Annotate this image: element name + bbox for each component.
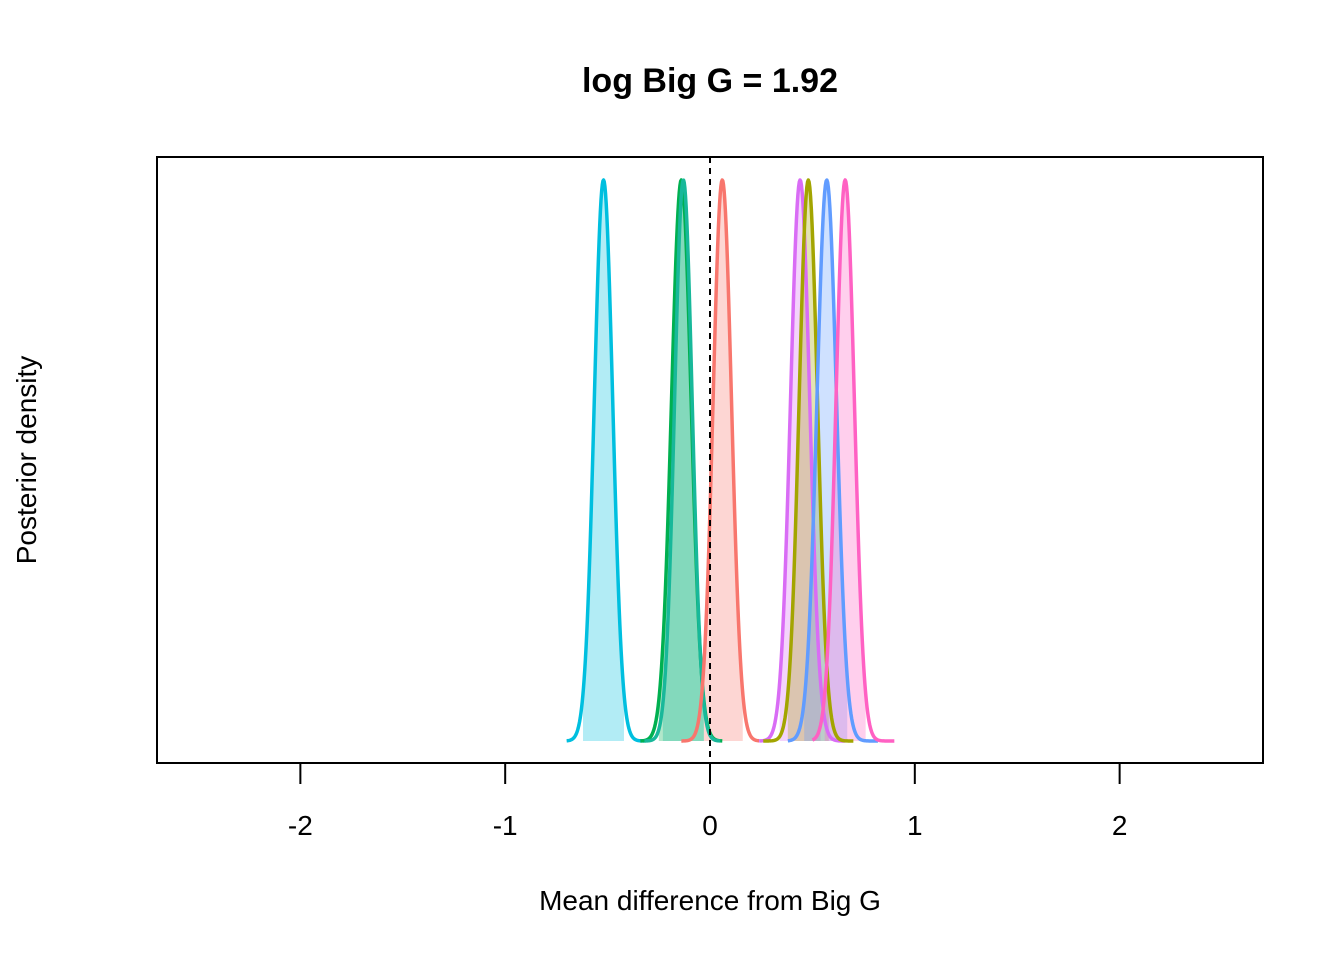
- x-tick-label-4: 1: [907, 810, 923, 841]
- density-fill-6: [787, 180, 829, 741]
- density-fill-3: [662, 180, 704, 741]
- x-axis: -2 -1 0 1 2: [288, 763, 1128, 841]
- x-tick-label-1: -2: [288, 810, 313, 841]
- density-curve-8: [811, 178, 896, 743]
- y-axis-label: Posterior density: [11, 356, 42, 565]
- density-curve-3: [643, 178, 722, 743]
- density-curve-6: [762, 178, 855, 743]
- density-curve-5: [758, 178, 847, 743]
- x-tick-label-2: -1: [493, 810, 518, 841]
- density-curve-1: [565, 178, 646, 743]
- density-lines: [565, 178, 896, 743]
- x-axis-label: Mean difference from Big G: [539, 885, 881, 916]
- density-fills: [583, 180, 866, 741]
- x-tick-label-5: 2: [1112, 810, 1128, 841]
- density-fill-1: [583, 180, 624, 741]
- x-tick-label-3: 0: [702, 810, 718, 841]
- density-fill-8: [824, 180, 866, 741]
- chart-title: log Big G = 1.92: [582, 62, 838, 100]
- density-fill-4: [703, 180, 743, 741]
- density-curve-4: [680, 178, 761, 743]
- density-curve-7: [786, 178, 879, 743]
